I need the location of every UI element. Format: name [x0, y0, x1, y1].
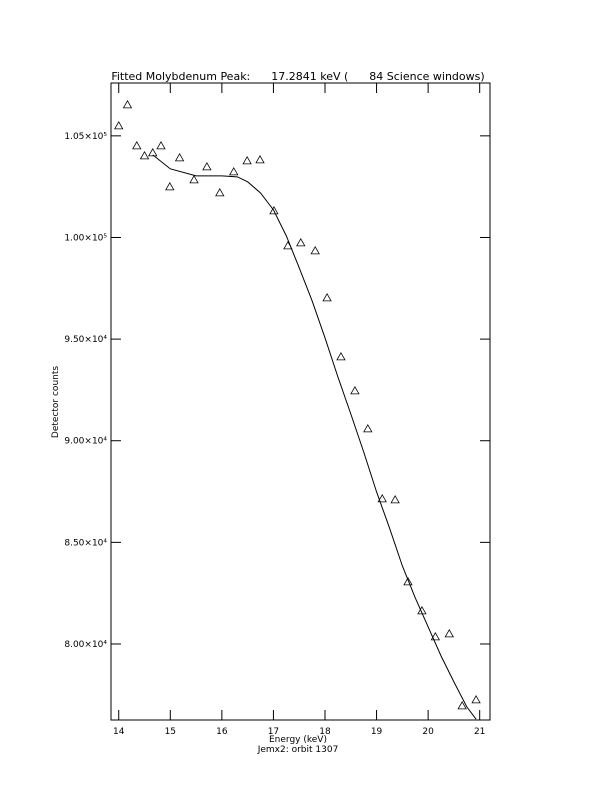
data-point [174, 153, 185, 162]
y-tick-label: 8.00×10⁴ [64, 640, 107, 650]
x-axis-label: Energy (keV) [269, 735, 327, 745]
y-tick-label: 1.05×10⁵ [64, 132, 107, 142]
x-tick-label: 21 [474, 727, 485, 737]
data-point [215, 188, 225, 197]
data-point [310, 246, 320, 255]
x-tick-label: 17 [268, 727, 279, 737]
y-tick-label: 9.50×10⁴ [64, 335, 107, 345]
y-tick-label: 1.00×10⁵ [64, 233, 107, 243]
fit-line [152, 154, 477, 720]
x-tick-label: 18 [319, 727, 331, 737]
data-point [165, 182, 175, 191]
data-point [148, 148, 158, 157]
data-point [471, 695, 481, 704]
data-point [114, 121, 124, 130]
x-tick-label: 15 [165, 727, 176, 737]
x-tick-label: 19 [371, 727, 383, 737]
data-point [202, 162, 212, 171]
y-axis-label: Detector counts [51, 366, 61, 438]
data-point [363, 424, 373, 433]
data-point [403, 577, 413, 586]
data-point [156, 141, 166, 150]
data-point [322, 293, 332, 302]
data-point [336, 352, 346, 361]
plot-frame [110, 82, 491, 721]
y-tick-label: 8.50×10⁴ [64, 538, 107, 548]
data-point [457, 701, 467, 710]
data-point [350, 386, 360, 395]
data-point [189, 175, 199, 184]
y-tick-label: 9.00×10⁴ [64, 437, 107, 447]
data-point [283, 241, 293, 250]
data-point [377, 494, 387, 503]
data-point [417, 606, 427, 615]
chart-title: Fitted Molybdenum Peak: 17.2841 keV ( 84… [111, 70, 484, 83]
x-tick-label: 20 [422, 727, 434, 737]
data-point [390, 495, 400, 504]
data-point [139, 151, 150, 160]
data-point [242, 156, 252, 165]
data-point [132, 141, 142, 150]
data-point [255, 155, 265, 164]
data-point [296, 238, 306, 247]
x-tick-label: 14 [113, 727, 125, 737]
data-point [269, 206, 279, 215]
subtitle: Jemx2: orbit 1307 [257, 745, 339, 755]
x-tick-label: 16 [216, 727, 228, 737]
data-point [229, 167, 239, 176]
data-point [444, 629, 454, 638]
data-point [122, 100, 133, 109]
data-point [430, 632, 441, 641]
